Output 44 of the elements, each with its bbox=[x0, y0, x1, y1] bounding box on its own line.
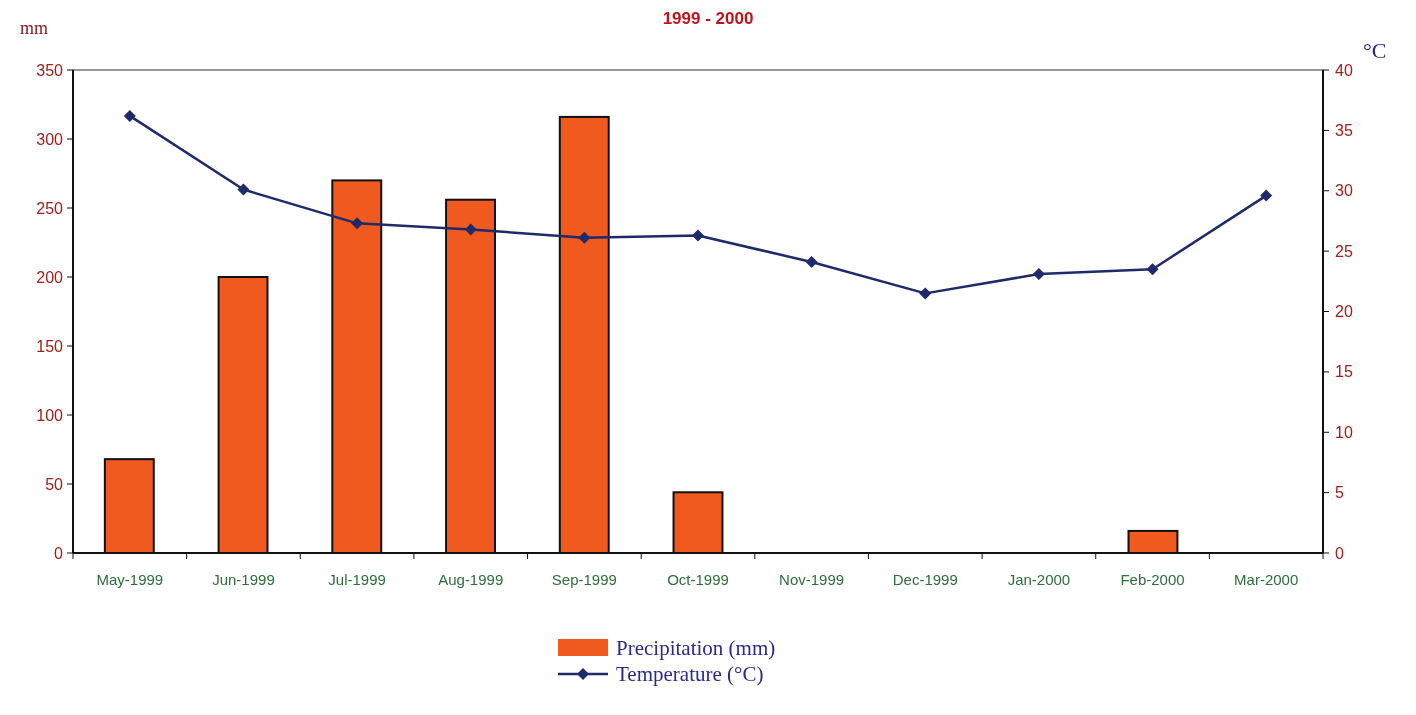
x-tick-label: Mar-2000 bbox=[1234, 571, 1299, 588]
y2-tick-label: 30 bbox=[1335, 182, 1353, 200]
y2-axis-title: °C bbox=[1363, 38, 1387, 63]
x-tick-label: Jan-2000 bbox=[1007, 571, 1071, 588]
y-tick-label: 150 bbox=[36, 337, 64, 355]
y-tick-label: 200 bbox=[36, 268, 64, 286]
point bbox=[692, 229, 704, 242]
point bbox=[1146, 263, 1159, 276]
chart-title: 1999 - 2000 bbox=[662, 9, 754, 28]
point bbox=[1260, 189, 1273, 202]
y-tick-label: 250 bbox=[36, 199, 64, 217]
y-tick-label: 350 bbox=[36, 61, 64, 79]
x-tick-label: Sep-1999 bbox=[551, 571, 617, 588]
point bbox=[237, 183, 250, 196]
x-tick-label: Aug-1999 bbox=[438, 571, 504, 588]
x-tick-label: May-1999 bbox=[96, 571, 164, 588]
y2-tick-label: 25 bbox=[1335, 242, 1353, 260]
y2-tick-label: 20 bbox=[1335, 303, 1353, 321]
y2-tick-label: 5 bbox=[1335, 484, 1344, 502]
y-tick-label: 300 bbox=[36, 130, 64, 148]
point bbox=[1032, 268, 1045, 281]
legend-label: Temperature (°C) bbox=[616, 662, 764, 687]
y-tick-label: 0 bbox=[54, 544, 64, 562]
point bbox=[351, 217, 364, 230]
point bbox=[919, 287, 932, 300]
point bbox=[578, 231, 591, 244]
x-tick-label: Jul-1999 bbox=[328, 571, 386, 588]
y2-tick-label: 15 bbox=[1335, 363, 1353, 381]
y-tick-label: 50 bbox=[45, 475, 64, 493]
y2-tick-label: 0 bbox=[1335, 544, 1344, 562]
point bbox=[805, 255, 818, 268]
point bbox=[464, 223, 477, 236]
y2-tick-label: 35 bbox=[1335, 121, 1353, 139]
y-axis-title: mm bbox=[20, 18, 49, 38]
x-tick-label: Nov-1999 bbox=[779, 571, 845, 588]
y2-tick-label: 40 bbox=[1335, 61, 1353, 79]
x-tick-label: Jun-1999 bbox=[212, 571, 275, 588]
legend-label: Precipitation (mm) bbox=[616, 636, 776, 661]
y2-tick-label: 10 bbox=[1335, 423, 1353, 441]
x-tick-label: Dec-1999 bbox=[892, 571, 958, 588]
x-tick-label: Feb-2000 bbox=[1120, 571, 1185, 588]
point bbox=[123, 109, 136, 122]
x-tick-label: Oct-1999 bbox=[667, 571, 729, 588]
y-tick-label: 100 bbox=[36, 406, 64, 424]
